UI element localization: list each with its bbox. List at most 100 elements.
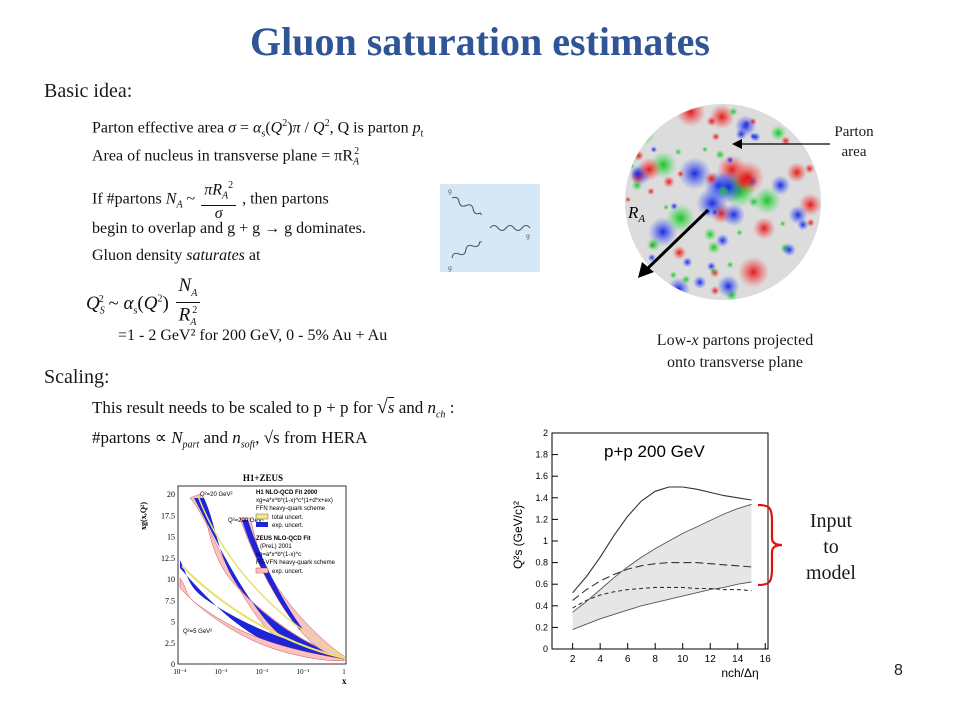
qs2-vs-nch-chart: 0 0.2 0.4 0.6 0.8 1 1.2 1.4 1.6 1.8 2 2 4 6 8 10 12 14 16 p… bbox=[511, 428, 772, 680]
x-tick-label: 2 bbox=[570, 654, 576, 665]
parton-blob bbox=[666, 203, 695, 233]
nucleus-caption: Low-x partons projected onto transverse … bbox=[656, 332, 814, 371]
series-line-1 bbox=[572, 562, 752, 601]
series-line-3 bbox=[572, 503, 752, 613]
parton-area-callout: Parton area bbox=[834, 124, 874, 160]
equation-qs2: QS2 ~ αs(Q2) NA RA2 bbox=[86, 276, 202, 331]
nucleus-transverse-plane: RA bbox=[625, 104, 821, 300]
x-tick-label: 12 bbox=[705, 654, 717, 665]
svg-text:FFN heavy-quark scheme: FFN heavy-quark scheme bbox=[256, 506, 326, 512]
hera-y-tick: 2.5 bbox=[165, 639, 175, 648]
y-tick-label: 0.4 bbox=[535, 601, 548, 611]
chart-title: p+p 200 GeV bbox=[604, 442, 705, 461]
svg-text:xg=a*x^b*(1-x)^c*(1+d*x+ex): xg=a*x^b*(1-x)^c*(1+d*x+ex) bbox=[256, 498, 333, 504]
y-axis-label: Q²s (GeV/c)² bbox=[511, 501, 525, 569]
parton-blob bbox=[781, 136, 791, 146]
parton-blob bbox=[693, 275, 707, 289]
parton-blob bbox=[647, 253, 656, 262]
y-tick-label: 1.4 bbox=[535, 493, 548, 503]
svg-text:ZEUS NLO-QCD Fit: ZEUS NLO-QCD Fit bbox=[256, 536, 311, 542]
x-tick-label: 14 bbox=[732, 654, 744, 665]
parton-blob bbox=[722, 203, 746, 227]
y-tick-label: 2 bbox=[543, 428, 548, 438]
svg-text:Q²=20 GeV²: Q²=20 GeV² bbox=[200, 492, 233, 498]
scaling-label: Scaling: bbox=[44, 366, 110, 388]
hera-x-tick: 10⁻³ bbox=[215, 668, 228, 676]
hera-x-tick: 1 bbox=[342, 668, 346, 676]
parton-blob bbox=[804, 163, 815, 174]
parton-blob bbox=[782, 243, 796, 257]
parton-blob bbox=[715, 149, 726, 160]
hera-y-tick: 10 bbox=[167, 575, 175, 584]
x-tick-label: 16 bbox=[760, 654, 772, 665]
parton-blob bbox=[670, 202, 678, 211]
slide-title: Gluon saturation estimates bbox=[250, 19, 710, 64]
feynman-diagram-ggg: g g g bbox=[440, 184, 540, 272]
hera-y-tick: 12.5 bbox=[161, 554, 175, 563]
parton-blob bbox=[779, 220, 786, 227]
parton-blob bbox=[797, 218, 809, 231]
hera-y-tick: 17.5 bbox=[161, 511, 175, 520]
hera-plot-title: H1+ZEUS bbox=[243, 473, 283, 483]
parton-blob bbox=[726, 156, 734, 164]
parton-blob bbox=[753, 217, 776, 240]
svg-text:g: g bbox=[448, 265, 452, 272]
parton-blob bbox=[717, 275, 740, 298]
y-tick-label: 1.6 bbox=[535, 471, 548, 481]
parton-blob bbox=[806, 218, 815, 227]
parton-blob bbox=[652, 104, 667, 115]
text-gluon-saturates: Gluon density saturates at bbox=[92, 247, 261, 264]
x-tick-label: 8 bbox=[652, 654, 658, 665]
parton-blob bbox=[651, 105, 669, 123]
svg-text:Q²=5 GeV²: Q²=5 GeV² bbox=[183, 629, 212, 635]
radius-label: RA bbox=[627, 203, 645, 225]
svg-text:exp. uncert.: exp. uncert. bbox=[272, 569, 304, 575]
parton-blob bbox=[672, 245, 687, 260]
equation-partons-scaling: #partons ∝ Npart and nsoft, √s from HERA bbox=[92, 428, 368, 451]
hera-y-tick: 5 bbox=[171, 618, 175, 627]
parton-blob bbox=[663, 175, 675, 188]
parton-blob bbox=[798, 264, 810, 277]
x-axis-label: nch/Δη bbox=[721, 666, 758, 680]
svg-text:g: g bbox=[448, 188, 452, 195]
parton-blob bbox=[770, 175, 791, 196]
equation-nucleus-area: Area of nucleus in transverse plane = πR… bbox=[92, 146, 360, 168]
parton-blob bbox=[669, 271, 678, 279]
y-tick-label: 0.8 bbox=[535, 558, 548, 568]
parton-blob bbox=[701, 146, 708, 153]
parton-blob bbox=[711, 132, 721, 141]
input-brace bbox=[757, 503, 783, 587]
parton-blob bbox=[711, 208, 719, 216]
parton-blob bbox=[625, 196, 631, 203]
input-to-model-note: Input to model bbox=[806, 510, 856, 584]
series-line-0 bbox=[572, 486, 752, 594]
hera-legend: Q²=20 GeV² Q²=200 GeV² Q²=5 GeV² H1 NLO-… bbox=[183, 490, 336, 635]
parton-blob bbox=[786, 162, 807, 183]
hera-x-label: x bbox=[342, 676, 347, 686]
parton-blob bbox=[676, 170, 685, 178]
parton-blob bbox=[753, 186, 781, 215]
parton-blob bbox=[726, 261, 734, 269]
parton-blob bbox=[678, 157, 712, 190]
parton-blob bbox=[710, 267, 717, 275]
parton-blob bbox=[731, 160, 765, 194]
y-tick-label: 0.6 bbox=[535, 579, 548, 589]
equation-overlap-condition: If #partons NA ~ πRA2 σ , then partons bbox=[92, 180, 329, 222]
series-line-4 bbox=[572, 581, 752, 631]
shaded-band bbox=[572, 504, 752, 630]
parton-blob bbox=[735, 128, 747, 140]
parton-blob bbox=[662, 204, 670, 211]
hera-y-tick: 20 bbox=[167, 490, 175, 499]
hera-y-tick: 7.5 bbox=[165, 596, 175, 605]
svg-text:exp. uncert.: exp. uncert. bbox=[272, 523, 304, 529]
svg-text:xg=a*x^b*(1-x)^c: xg=a*x^b*(1-x)^c bbox=[256, 552, 301, 558]
x-tick-label: 4 bbox=[597, 654, 603, 665]
hera-gluon-plot: H1+ZEUS xg(x,Q²) 0 2.5 5 7.5 10 12.5 15 17.5 20 … bbox=[138, 468, 350, 688]
hera-x-tick: 10⁻⁴ bbox=[173, 668, 187, 676]
hera-y-tick: 15 bbox=[167, 533, 175, 542]
y-tick-label: 1.8 bbox=[535, 450, 548, 460]
parton-blob bbox=[632, 123, 655, 146]
svg-text:g: g bbox=[526, 233, 530, 240]
hera-x-tick: 10⁻¹ bbox=[297, 668, 310, 676]
svg-text:Q²=200 GeV²: Q²=200 GeV² bbox=[228, 518, 264, 524]
